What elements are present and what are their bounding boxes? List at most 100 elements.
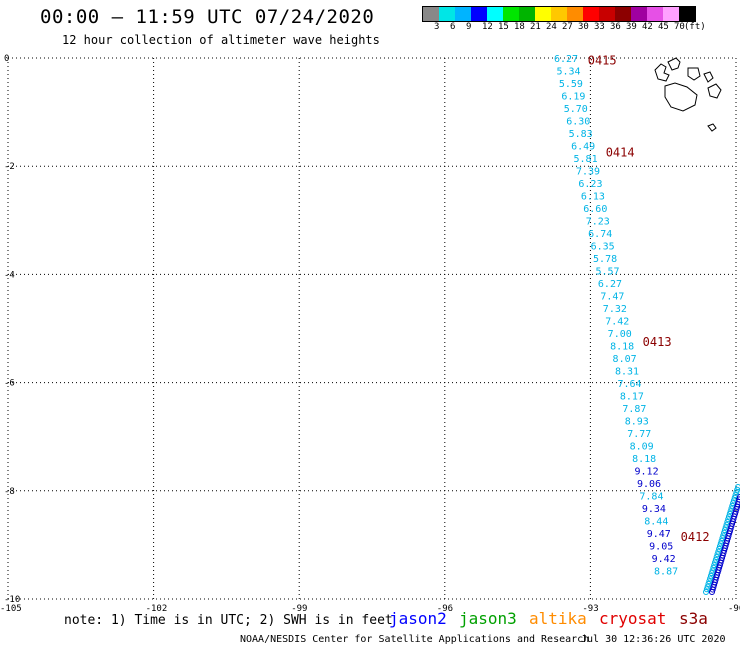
wave-height-value: 6.23 — [578, 179, 602, 190]
wave-height-value: 6.60 — [583, 204, 607, 215]
wave-height-value: 8.31 — [615, 367, 639, 378]
island-outline — [667, 57, 681, 71]
scale-label: 42 — [642, 22, 653, 32]
pass-time-label: 0415 — [588, 54, 617, 68]
scale-label: 24 — [546, 22, 557, 32]
wave-height-value: 7.42 — [605, 317, 629, 328]
wave-height-value: 9.05 — [649, 542, 673, 553]
x-tick-label: -99 — [291, 604, 307, 614]
scale-label: 27 — [562, 22, 573, 32]
track-marker — [712, 556, 719, 563]
wave-height-value: 7.77 — [627, 429, 651, 440]
x-tick-label: -96 — [437, 604, 453, 614]
wave-height-value: 7.87 — [622, 404, 646, 415]
wave-height-value: 6.49 — [571, 142, 595, 153]
legend-item-altika: altika — [529, 609, 587, 628]
scale-label: 12 — [482, 22, 493, 32]
y-tick-label: -10 — [4, 595, 20, 605]
wave-height-value: 7.32 — [603, 304, 627, 315]
track-marker — [717, 540, 724, 547]
scale-swatch — [599, 7, 615, 21]
wave-height-value: 6.13 — [581, 192, 605, 203]
track-marker — [710, 564, 717, 571]
legend-item-s3a: s3a — [679, 609, 708, 628]
x-tick-label: -105 — [0, 604, 22, 614]
scale-swatch — [631, 7, 647, 21]
scale-label: 39 — [626, 22, 637, 32]
color-scale-bar — [422, 6, 696, 22]
wave-height-value: 8.87 — [654, 567, 678, 578]
wave-height-value: 6.27 — [598, 279, 622, 290]
track-marker — [711, 562, 718, 569]
scale-swatch — [487, 7, 503, 21]
island-outline — [703, 71, 714, 83]
y-tick-label: 0 — [4, 54, 9, 64]
scale-label: 21 — [530, 22, 541, 32]
wave-height-value: 9.06 — [637, 479, 661, 490]
wave-height-value: 9.12 — [635, 467, 659, 478]
track-marker — [708, 570, 715, 577]
track-marker — [705, 580, 712, 587]
wave-height-value: 9.42 — [652, 554, 676, 565]
scale-label: 33 — [594, 22, 605, 32]
wave-height-value: 6.35 — [591, 242, 615, 253]
scale-swatch — [503, 7, 519, 21]
island-outline — [707, 123, 717, 132]
scale-swatch — [439, 7, 455, 21]
island-outline — [707, 83, 722, 99]
legend-item-jason3: jason3 — [459, 609, 517, 628]
track-marker — [707, 575, 714, 582]
scale-label: 70 — [674, 22, 685, 32]
y-tick-label: -4 — [4, 270, 15, 280]
wave-height-value: 8.93 — [625, 417, 649, 428]
track-marker — [712, 559, 719, 566]
wave-height-value: 5.57 — [595, 267, 619, 278]
track-marker — [709, 567, 716, 574]
wave-height-value: 6.27 — [554, 54, 578, 65]
pass-time-label: 0414 — [606, 146, 635, 160]
track-marker — [735, 484, 740, 490]
scale-label: 45 — [658, 22, 669, 32]
scale-swatch — [567, 7, 583, 21]
track-marker — [703, 589, 709, 595]
scale-swatch — [551, 7, 567, 21]
scale-label: 6 — [450, 22, 456, 32]
y-tick-label: -6 — [4, 379, 15, 389]
island-outline — [654, 63, 670, 82]
scale-swatch — [615, 7, 631, 21]
wave-height-value: 5.59 — [559, 79, 583, 90]
track-marker — [706, 578, 713, 585]
scale-swatch — [423, 7, 439, 21]
wave-height-value: 5.70 — [564, 104, 588, 115]
wave-height-value: 7.64 — [617, 379, 641, 390]
scale-label: (ft) — [684, 22, 706, 32]
scale-label: 18 — [514, 22, 525, 32]
wave-height-value: 8.17 — [620, 392, 644, 403]
track-marker — [733, 489, 740, 496]
scale-swatch — [647, 7, 663, 21]
wave-height-value: 9.47 — [647, 529, 671, 540]
x-tick-label: -90 — [728, 604, 740, 614]
track-marker — [707, 572, 714, 579]
note-text: note: 1) Time is in UTC; 2) SWH is in fe… — [64, 613, 393, 628]
scale-label: 30 — [578, 22, 589, 32]
map-subtitle: 12 hour collection of altimeter wave hei… — [62, 33, 380, 47]
wave-height-value: 5.78 — [593, 254, 617, 265]
track-marker — [703, 586, 710, 593]
wave-height-value: 7.39 — [576, 167, 600, 178]
map-title: 00:00 – 11:59 UTC 07/24/2020 — [40, 6, 375, 28]
wave-height-value: 6.30 — [566, 117, 590, 128]
scale-label: 15 — [498, 22, 509, 32]
track-marker — [716, 545, 723, 552]
wave-height-value: 5.34 — [556, 67, 580, 78]
scale-swatch — [519, 7, 535, 21]
pass-time-label: 0412 — [681, 530, 710, 544]
track-marker — [716, 543, 723, 550]
track-marker — [704, 583, 711, 590]
wave-height-value: 8.09 — [630, 442, 654, 453]
scale-swatch — [471, 7, 487, 21]
track-marker — [713, 554, 720, 560]
wave-height-value: 5.81 — [574, 154, 598, 165]
scale-swatch — [663, 7, 679, 21]
